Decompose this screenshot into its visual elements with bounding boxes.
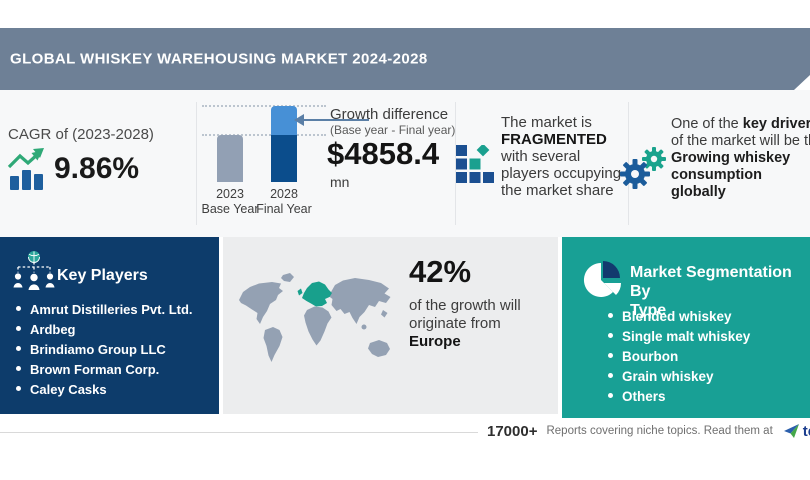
- divider: [455, 102, 456, 225]
- list-item: Bourbon: [608, 347, 750, 367]
- technavio-arrow-icon: [783, 423, 799, 438]
- world-map: [239, 273, 391, 362]
- list-item: Caley Casks: [16, 380, 193, 400]
- list-item: Amrut Distilleries Pvt. Ltd.: [16, 300, 193, 320]
- key-players-title: Key Players: [57, 267, 148, 284]
- segmentation-card: Market Segmentation By Type Blended whis…: [562, 237, 810, 418]
- callout-arrow-head: [294, 114, 304, 126]
- list-item: Grain whiskey: [608, 367, 750, 387]
- bar-2023: [217, 135, 243, 182]
- callout-arrow-line: [303, 119, 369, 121]
- bar-growth-icon: [7, 148, 44, 190]
- europe-growth-percent: 42%: [409, 254, 472, 289]
- segmentation-title: Market Segmentation By Type: [630, 264, 792, 319]
- bar-2028: [271, 106, 297, 182]
- key-players-card: Key Players Amrut Distilleries Pvt. Ltd.…: [0, 237, 219, 414]
- fragmentation-text: The market is FRAGMENTED with several pl…: [501, 114, 631, 199]
- cagr-value: 9.86%: [54, 152, 140, 185]
- regional-growth-card: 42% of the growth will originate from Eu…: [223, 237, 558, 414]
- pie-chart-icon: [583, 261, 621, 297]
- fragmented-squares-icon: [456, 145, 494, 183]
- gridline-base: [202, 134, 326, 136]
- list-item: Brown Forman Corp.: [16, 360, 193, 380]
- region-name: Europe: [409, 333, 461, 350]
- footer-divider: [0, 432, 478, 433]
- report-count: 17000+: [487, 422, 538, 440]
- technavio-logo: technavio: [783, 423, 810, 440]
- divider: [628, 102, 629, 225]
- list-item: Ardbeg: [16, 320, 193, 340]
- bar-label-2023: 2023 Base Year: [201, 187, 259, 216]
- list-item: Brindiamo Group LLC: [16, 340, 193, 360]
- bar-2028-growth-segment: [271, 106, 297, 135]
- list-item: Single malt whiskey: [608, 327, 750, 347]
- org-people-icon: [13, 251, 55, 290]
- fragmented-highlight: FRAGMENTED: [501, 131, 607, 148]
- footer-text: Reports covering niche topics. Read them…: [546, 425, 773, 437]
- gears-icon: [620, 147, 666, 189]
- growth-difference-title: Growth difference: [330, 106, 449, 123]
- growth-difference-amount: $4858.4: [327, 136, 440, 171]
- top-info-row: CAGR of (2023-2028) 9.86% 2023 Base Year…: [0, 90, 810, 237]
- bar-label-2028: 2028 Final Year: [256, 187, 312, 216]
- header-bar: GLOBAL WHISKEY WAREHOUSING MARKET 2024-2…: [0, 28, 810, 90]
- list-item: Others: [608, 387, 750, 407]
- divider: [196, 102, 197, 225]
- gridline-top: [202, 105, 326, 107]
- growth-difference-unit: mn: [330, 174, 350, 190]
- segmentation-list: Blended whiskey Single malt whiskey Bour…: [608, 307, 750, 407]
- page-title: GLOBAL WHISKEY WAREHOUSING MARKET 2024-2…: [10, 50, 428, 68]
- key-driver-text: One of the key drivers of the market wil…: [671, 116, 810, 200]
- key-players-list: Amrut Distilleries Pvt. Ltd. Ardbeg Brin…: [16, 300, 193, 400]
- footer: 17000+ Reports covering niche topics. Re…: [487, 422, 810, 440]
- list-item: Blended whiskey: [608, 307, 750, 327]
- europe-growth-text: of the growth will originate from Europe: [409, 297, 521, 350]
- bar-2028-base-segment: [271, 135, 297, 182]
- growth-difference-subtitle: (Base year - Final year): [330, 123, 456, 137]
- cagr-label: CAGR of (2023-2028): [8, 126, 154, 143]
